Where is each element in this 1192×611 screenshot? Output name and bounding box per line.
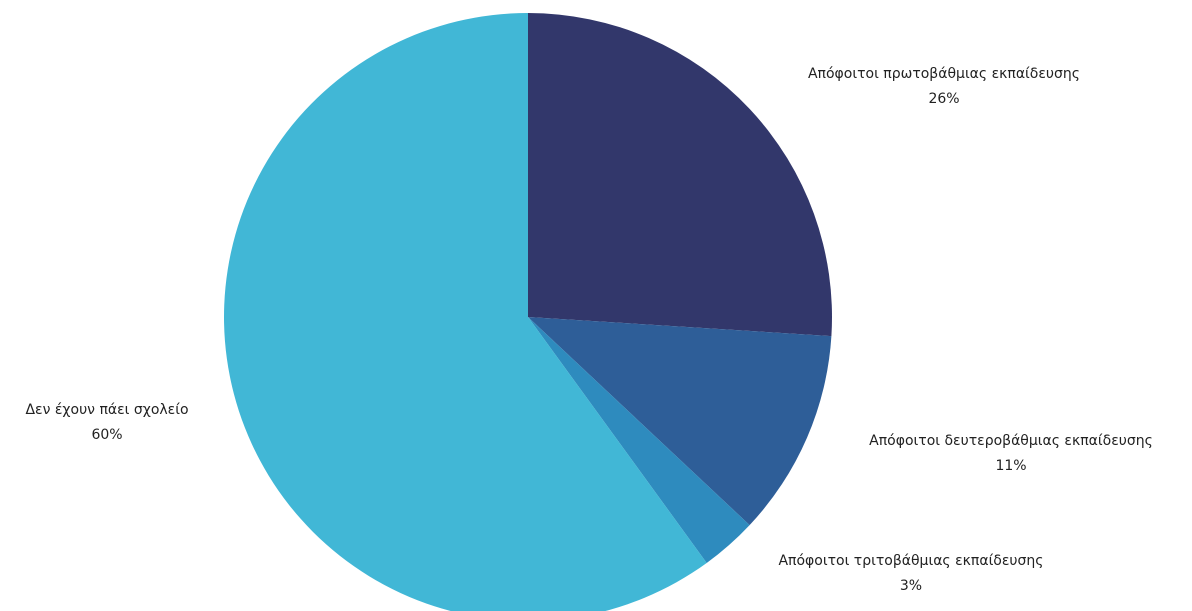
pie-slice-3: [528, 317, 750, 563]
pie-slice-1: [528, 13, 832, 337]
slice-label-3: Απόφοιτοι τριτοβάθμιας εκπαίδευσης: [778, 553, 1043, 569]
slice-label-1: Απόφοιτοι πρωτοβάθμιας εκπαίδευσης: [808, 66, 1080, 82]
pie-slice-4: [224, 13, 707, 611]
slice-value-label-1: 26%: [928, 91, 959, 107]
slice-value-label-2: 11%: [995, 458, 1026, 474]
pie-slice-2: [528, 317, 832, 526]
pie-labels: Απόφοιτοι πρωτοβάθμιας εκπαίδευσης 26% Από…: [25, 66, 1152, 594]
slice-label-4: Δεν έχουν πάει σχολείο: [25, 402, 188, 418]
slice-value-label-4: 60%: [91, 427, 122, 443]
slice-value-label-3: 3%: [900, 578, 922, 594]
slice-label-2: Απόφοιτοι δευτεροβάθμιας εκπαίδευσης: [869, 433, 1153, 449]
pie-slices: [224, 13, 832, 611]
